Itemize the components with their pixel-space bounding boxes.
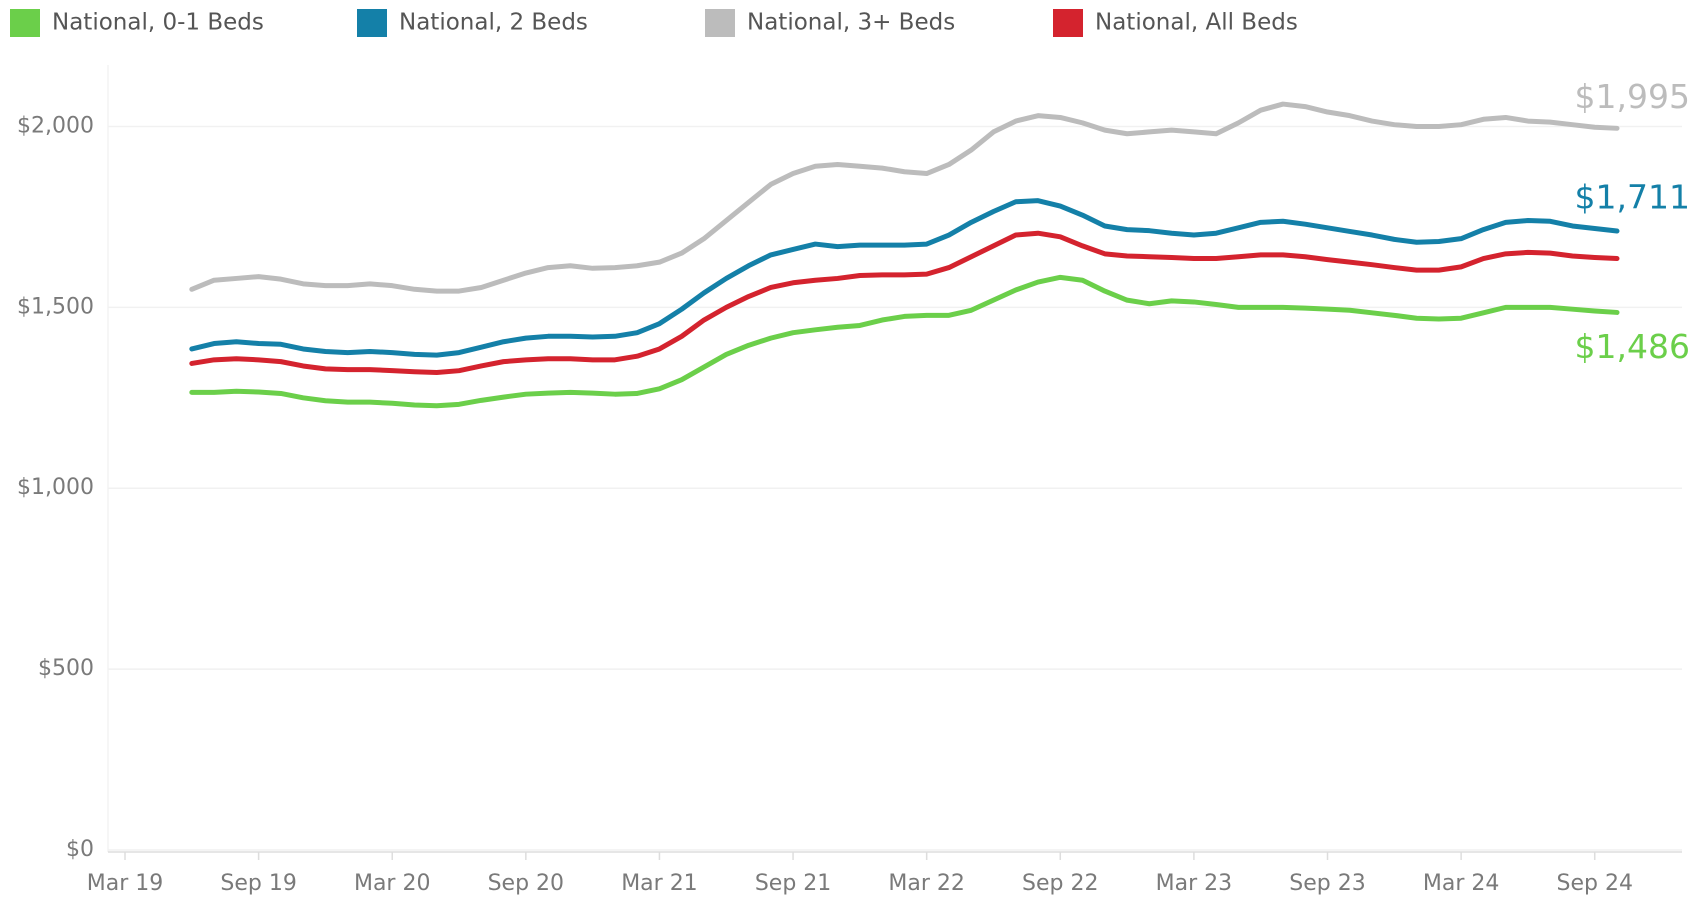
y-tick-label: $1,000 [17,475,94,500]
legend-swatch [10,9,40,37]
legend-swatch [1053,9,1083,37]
legend-label: National, 0-1 Beds [52,10,264,36]
y-tick-label: $2,000 [17,113,94,138]
legend-label: National, All Beds [1095,10,1298,36]
series-line [189,274,1620,409]
legend-swatch [705,9,735,37]
end-label: $1,486 [1575,327,1690,366]
x-tick-label: Mar 23 [1156,871,1233,896]
x-tick-label: Mar 21 [621,871,698,896]
legend-label: National, 2 Beds [399,10,588,36]
x-tick-label: Sep 21 [755,871,831,896]
series-line [189,230,1620,375]
legend-label: National, 3+ Beds [747,10,955,36]
y-tick-label: $500 [38,656,94,681]
x-tick-label: Sep 23 [1289,871,1365,896]
legend-swatch [357,9,387,37]
y-tick-label: $0 [66,837,94,862]
x-tick-label: Mar 20 [354,871,431,896]
x-tick-label: Mar 22 [888,871,965,896]
series-line [189,198,1620,358]
end-label: $1,995 [1575,77,1690,116]
x-tick-label: Sep 22 [1022,871,1098,896]
x-tick-label: Sep 24 [1557,871,1633,896]
x-tick-label: Sep 20 [488,871,564,896]
x-tick-label: Mar 24 [1423,871,1500,896]
y-tick-label: $1,500 [17,294,94,319]
end-label: $1,711 [1575,178,1690,217]
x-tick-label: Sep 19 [220,871,296,896]
series-line [189,101,1620,294]
x-tick-label: Mar 19 [87,871,164,896]
